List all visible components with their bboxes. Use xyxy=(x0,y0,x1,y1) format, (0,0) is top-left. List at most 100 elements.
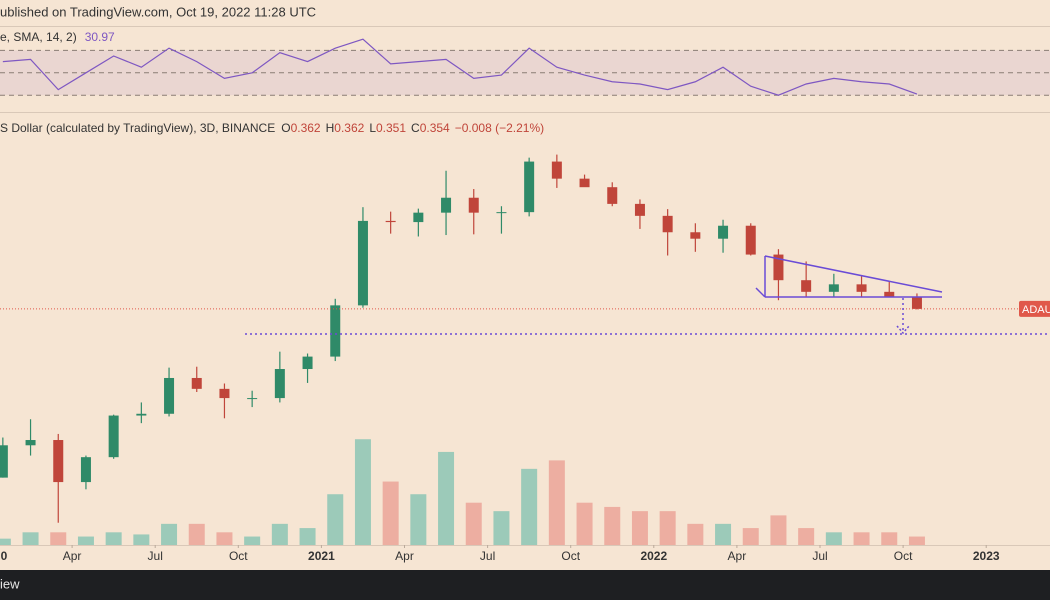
drawings xyxy=(245,255,1050,335)
rsi-pane xyxy=(0,38,1050,96)
candle-body xyxy=(524,161,535,213)
volume-bar xyxy=(244,536,261,545)
candle-body xyxy=(579,178,590,188)
legend-key: C xyxy=(411,121,420,135)
volume-bar xyxy=(825,532,842,545)
rsi-line xyxy=(2,38,918,96)
trend-line xyxy=(764,255,943,293)
volume-bar xyxy=(770,515,787,545)
price-pane xyxy=(0,154,1050,545)
volume-bar xyxy=(271,523,288,545)
x-tick-label: Apr xyxy=(63,549,82,563)
candle-body xyxy=(330,305,341,357)
volume-bar xyxy=(327,494,344,545)
x-tick-label: 2021 xyxy=(308,549,335,563)
volume-bar xyxy=(216,532,233,545)
x-axis: 0 Apr Jul Oct 2021 Apr Jul Oct 2022 Apr Jul Oct 2023 xyxy=(1,545,1000,563)
candle-body xyxy=(884,291,895,297)
volume-bar xyxy=(881,532,898,545)
x-tick-label: Oct xyxy=(894,549,913,563)
target-arrow-head xyxy=(896,325,910,335)
volume-bar xyxy=(50,532,67,545)
volume-bar xyxy=(133,534,150,545)
candle-body xyxy=(828,284,839,292)
brand: iew xyxy=(0,576,20,591)
x-tick-label: 2023 xyxy=(973,549,1000,563)
volume-bar xyxy=(77,536,94,545)
legend-value: 0.362 xyxy=(291,121,321,135)
candle-body xyxy=(164,377,175,414)
legend-key: O xyxy=(281,121,290,135)
published-note: ublished on TradingView.com, Oct 19, 202… xyxy=(0,4,316,19)
candle-body xyxy=(357,220,368,306)
legend-value: 0.351 xyxy=(376,121,406,135)
volume-bar xyxy=(853,532,870,545)
volume-bar xyxy=(631,511,648,545)
bottom-bar xyxy=(0,570,1050,600)
volume-bar xyxy=(438,451,455,545)
volume-bar xyxy=(465,502,482,545)
legend-value: 0.354 xyxy=(420,121,450,135)
candle-body xyxy=(801,280,812,292)
x-tick-label: Oct xyxy=(561,549,580,563)
x-tick-label: Jul xyxy=(812,549,827,563)
volume-bar xyxy=(742,528,759,545)
candle-body xyxy=(136,413,147,416)
price-label-box xyxy=(1019,300,1050,317)
legend-key: L xyxy=(369,121,376,135)
volume-bar xyxy=(659,511,676,545)
volume-bar xyxy=(161,523,178,545)
candle-body xyxy=(551,161,562,179)
candle-body xyxy=(441,197,452,213)
candle-body xyxy=(385,220,396,223)
volume-bar xyxy=(604,506,621,545)
candle-body xyxy=(607,187,618,204)
candle-body xyxy=(496,212,507,214)
candle-body xyxy=(690,232,701,239)
x-tick-label: Jul xyxy=(148,549,163,563)
candle-body xyxy=(745,225,756,255)
price-change: −0.008 (−2.21%) xyxy=(455,121,544,135)
candle-body xyxy=(108,415,119,458)
candle-body xyxy=(25,440,36,446)
candle-body xyxy=(718,225,729,239)
volume-bar xyxy=(493,511,510,545)
candle-body xyxy=(302,356,313,370)
candle-body xyxy=(413,212,424,223)
candle-body xyxy=(911,296,922,309)
candle-body xyxy=(191,377,202,389)
candle-body xyxy=(773,254,784,281)
legend-key: H xyxy=(326,121,335,135)
volume-bar xyxy=(410,494,427,545)
volume-bar xyxy=(908,536,925,545)
x-tick-label: 0 xyxy=(1,549,8,563)
candle-body xyxy=(274,369,285,399)
volume-bar xyxy=(521,468,538,545)
x-tick-label: Oct xyxy=(229,549,248,563)
legend-value: 0.362 xyxy=(334,121,364,135)
volume-bar xyxy=(715,523,732,545)
x-tick-label: Jul xyxy=(480,549,495,563)
rsi-legend: e, SMA, 14, 2) 30.97 xyxy=(0,30,115,44)
price-legend: S Dollar (calculated by TradingView), 3D… xyxy=(0,121,544,135)
price-label: ADAU xyxy=(1022,304,1050,316)
volume-bar xyxy=(382,481,399,545)
price-title: S Dollar (calculated by TradingView), 3D… xyxy=(0,121,275,135)
candle-body xyxy=(53,440,64,483)
candle-body xyxy=(0,445,8,478)
volume-bar xyxy=(798,528,815,545)
x-tick-label: 2022 xyxy=(640,549,667,563)
volume-bar xyxy=(299,528,316,545)
x-tick-label: Apr xyxy=(395,549,414,563)
rsi-title: e, SMA, 14, 2) xyxy=(0,30,77,44)
volume-bar xyxy=(105,532,122,545)
candle-body xyxy=(80,457,91,483)
x-tick-label: Apr xyxy=(728,549,747,563)
volume-bar xyxy=(188,523,205,545)
volume-bar xyxy=(0,538,11,545)
candle-body xyxy=(856,284,867,292)
candle-body xyxy=(662,215,673,233)
candle-body xyxy=(247,398,258,400)
